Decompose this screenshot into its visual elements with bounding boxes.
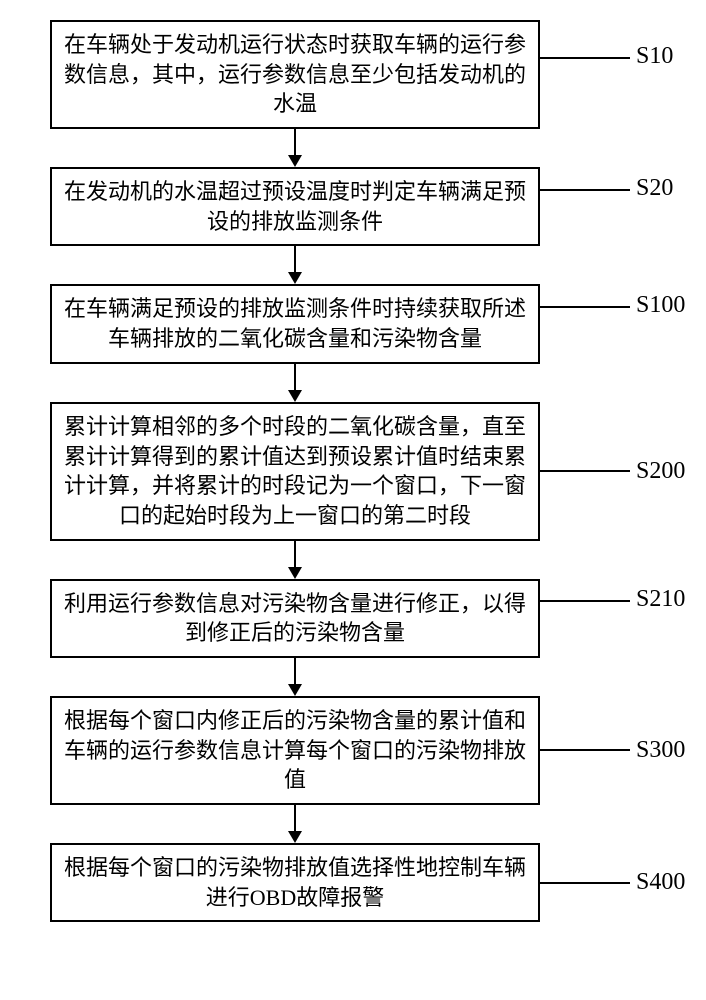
step-text: 在车辆满足预设的排放监测条件时持续获取所述车辆排放的二氧化碳含量和污染物含量 <box>64 294 526 353</box>
step-label: S300 <box>636 737 685 764</box>
step-row-S300: 根据每个窗口内修正后的污染物含量的累计值和车辆的运行参数信息计算每个窗口的污染物… <box>20 696 706 805</box>
step-label: S100 <box>636 292 685 319</box>
step-box-S400: 根据每个窗口的污染物排放值选择性地控制车辆进行OBD故障报警 <box>50 843 540 922</box>
step-box-S200: 累计计算相邻的多个时段的二氧化碳含量，直至累计计算得到的累计值达到预设累计值时结… <box>50 402 540 541</box>
step-box-S20: 在发动机的水温超过预设温度时判定车辆满足预设的排放监测条件 <box>50 167 540 246</box>
step-row-S200: 累计计算相邻的多个时段的二氧化碳含量，直至累计计算得到的累计值达到预设累计值时结… <box>20 402 706 541</box>
step-text: 利用运行参数信息对污染物含量进行修正，以得到修正后的污染物含量 <box>64 589 526 648</box>
step-row-S210: 利用运行参数信息对污染物含量进行修正，以得到修正后的污染物含量 S210 <box>20 579 706 658</box>
step-label: S20 <box>636 175 673 202</box>
arrow-S210-down <box>50 658 540 696</box>
step-label: S200 <box>636 458 685 485</box>
step-label: S400 <box>636 869 685 896</box>
flowchart: 在车辆处于发动机运行状态时获取车辆的运行参数信息，其中，运行参数信息至少包括发动… <box>20 20 706 922</box>
step-label: S210 <box>636 586 685 613</box>
label-line-S300: S300 <box>540 737 685 764</box>
step-text: 在车辆处于发动机运行状态时获取车辆的运行参数信息，其中，运行参数信息至少包括发动… <box>64 30 526 119</box>
step-text: 在发动机的水温超过预设温度时判定车辆满足预设的排放监测条件 <box>64 177 526 236</box>
label-line-S400: S400 <box>540 869 685 896</box>
step-label: S10 <box>636 43 673 70</box>
step-text: 根据每个窗口内修正后的污染物含量的累计值和车辆的运行参数信息计算每个窗口的污染物… <box>64 706 526 795</box>
arrow-S100-down <box>50 364 540 402</box>
arrow-S10-down <box>50 129 540 167</box>
arrow-S20-down <box>50 246 540 284</box>
step-text: 根据每个窗口的污染物排放值选择性地控制车辆进行OBD故障报警 <box>64 853 526 912</box>
arrowhead-icon <box>288 567 302 579</box>
step-row-S20: 在发动机的水温超过预设温度时判定车辆满足预设的排放监测条件 S20 <box>20 167 706 246</box>
arrowhead-icon <box>288 390 302 402</box>
step-row-S10: 在车辆处于发动机运行状态时获取车辆的运行参数信息，其中，运行参数信息至少包括发动… <box>20 20 706 129</box>
arrowhead-icon <box>288 155 302 167</box>
step-row-S100: 在车辆满足预设的排放监测条件时持续获取所述车辆排放的二氧化碳含量和污染物含量 S1… <box>20 284 706 363</box>
label-line-S200: S200 <box>540 458 685 485</box>
arrowhead-icon <box>288 684 302 696</box>
arrowhead-icon <box>288 272 302 284</box>
step-text: 累计计算相邻的多个时段的二氧化碳含量，直至累计计算得到的累计值达到预设累计值时结… <box>64 412 526 531</box>
arrow-S200-down <box>50 541 540 579</box>
arrow-S300-down <box>50 805 540 843</box>
step-box-S210: 利用运行参数信息对污染物含量进行修正，以得到修正后的污染物含量 <box>50 579 540 658</box>
step-box-S300: 根据每个窗口内修正后的污染物含量的累计值和车辆的运行参数信息计算每个窗口的污染物… <box>50 696 540 805</box>
step-box-S10: 在车辆处于发动机运行状态时获取车辆的运行参数信息，其中，运行参数信息至少包括发动… <box>50 20 540 129</box>
step-box-S100: 在车辆满足预设的排放监测条件时持续获取所述车辆排放的二氧化碳含量和污染物含量 <box>50 284 540 363</box>
step-row-S400: 根据每个窗口的污染物排放值选择性地控制车辆进行OBD故障报警 S400 <box>20 843 706 922</box>
arrowhead-icon <box>288 831 302 843</box>
